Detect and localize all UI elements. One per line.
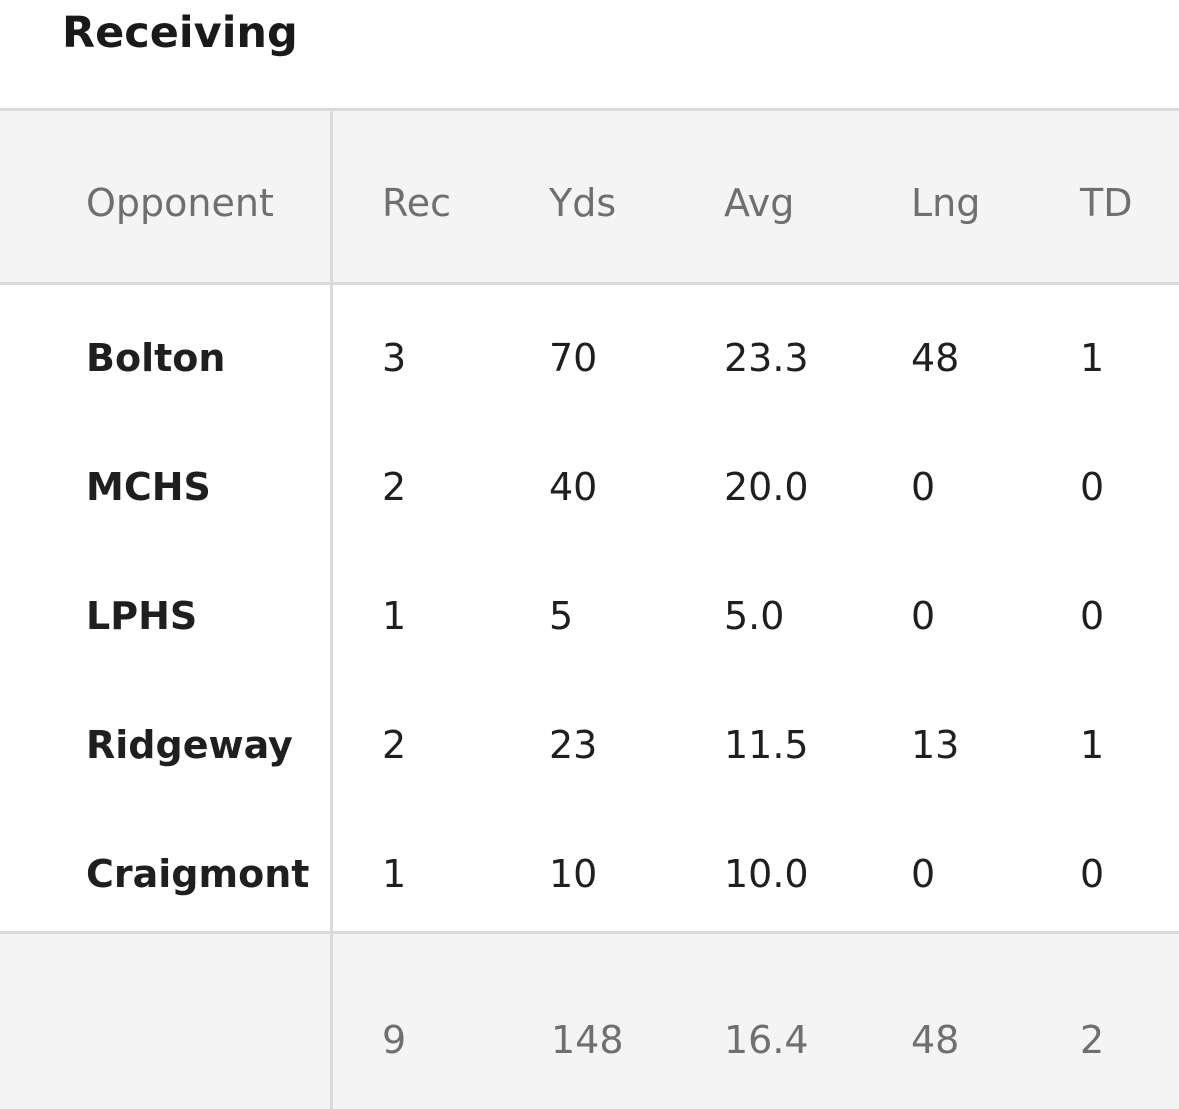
opponent-name: MCHS <box>86 465 211 509</box>
table-row: Bolton 3 70 23.3 48 1 <box>0 285 1179 414</box>
avg-value: 20.0 <box>724 465 809 509</box>
rec-value: 1 <box>382 594 407 638</box>
table-totals-row: 9 148 16.4 48 2 <box>0 931 1179 1109</box>
section-title: Receiving <box>62 8 298 58</box>
yds-value: 70 <box>549 336 598 380</box>
avg-value: 23.3 <box>724 336 809 380</box>
column-header-yds[interactable]: Yds <box>549 181 617 225</box>
td-value: 1 <box>1080 336 1105 380</box>
lng-value: 13 <box>911 723 960 767</box>
td-value: 0 <box>1080 852 1105 896</box>
avg-value: 10.0 <box>724 852 809 896</box>
opponent-name: Craigmont <box>86 852 310 896</box>
column-header-opponent[interactable]: Opponent <box>86 181 274 225</box>
table-row: MCHS 2 40 20.0 0 0 <box>0 414 1179 543</box>
receiving-stats-table: Opponent Rec Yds Avg Lng TD Bolton 3 70 … <box>0 108 1179 1109</box>
td-value: 0 <box>1080 465 1105 509</box>
lng-value: 0 <box>911 852 936 896</box>
rec-value: 2 <box>382 723 407 767</box>
rec-value: 1 <box>382 852 407 896</box>
opponent-name: LPHS <box>86 594 198 638</box>
table-row: Craigmont 1 10 10.0 0 0 <box>0 801 1179 930</box>
column-header-lng[interactable]: Lng <box>911 181 981 225</box>
table-row: Ridgeway 2 23 11.5 13 1 <box>0 672 1179 801</box>
column-header-td[interactable]: TD <box>1080 181 1133 225</box>
table-header-row: Opponent Rec Yds Avg Lng TD <box>0 111 1179 285</box>
column-header-avg[interactable]: Avg <box>724 181 795 225</box>
avg-value: 5.0 <box>724 594 785 638</box>
lng-value: 48 <box>911 336 960 380</box>
total-lng: 48 <box>911 1018 960 1062</box>
total-rec: 9 <box>382 1018 407 1062</box>
total-td: 2 <box>1080 1018 1105 1062</box>
yds-value: 5 <box>549 594 574 638</box>
yds-value: 10 <box>549 852 598 896</box>
avg-value: 11.5 <box>724 723 809 767</box>
total-avg: 16.4 <box>724 1018 809 1062</box>
column-divider <box>330 111 333 1109</box>
td-value: 0 <box>1080 594 1105 638</box>
table-row: LPHS 1 5 5.0 0 0 <box>0 543 1179 672</box>
rec-value: 3 <box>382 336 407 380</box>
opponent-name: Bolton <box>86 336 226 380</box>
yds-value: 23 <box>549 723 598 767</box>
opponent-name: Ridgeway <box>86 723 293 767</box>
lng-value: 0 <box>911 465 936 509</box>
rec-value: 2 <box>382 465 407 509</box>
lng-value: 0 <box>911 594 936 638</box>
td-value: 1 <box>1080 723 1105 767</box>
total-yds: 148 <box>551 1018 624 1062</box>
column-header-rec[interactable]: Rec <box>382 181 451 225</box>
yds-value: 40 <box>549 465 598 509</box>
